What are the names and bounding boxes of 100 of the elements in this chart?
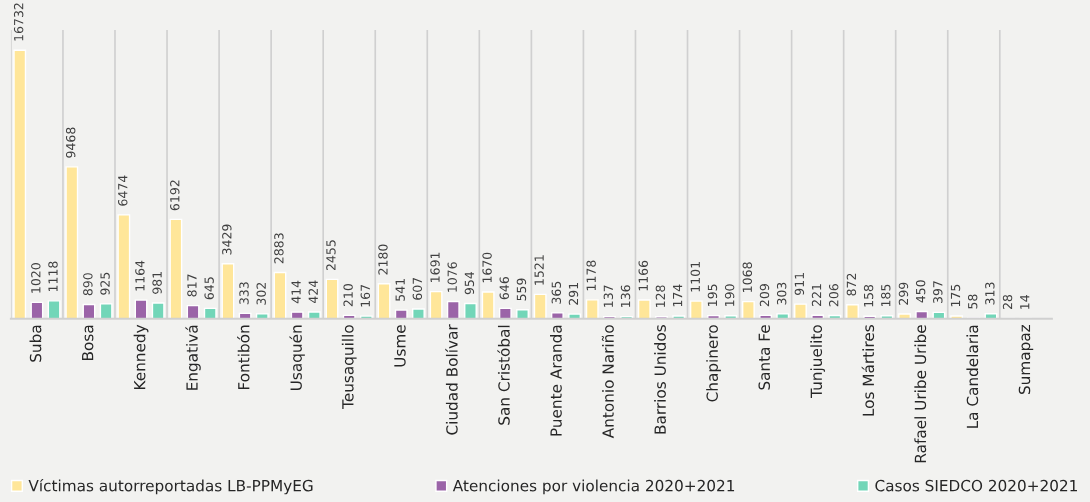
bar <box>273 271 287 319</box>
x-tick-label: Engativá <box>185 325 201 390</box>
bar <box>915 310 929 319</box>
data-label: 424 <box>308 280 318 304</box>
data-label: 185 <box>881 284 891 307</box>
bar <box>481 291 495 319</box>
data-label: 291 <box>568 283 579 305</box>
data-label: 365 <box>551 281 562 304</box>
data-label: 1101 <box>690 262 700 292</box>
x-tick-label: Teusaquillo <box>341 325 357 409</box>
x-tick-label: Antonio Nariño <box>601 325 614 439</box>
x-tick-label: Sumapaz <box>1018 324 1034 395</box>
x-tick-label: San Cristóbal <box>497 325 510 425</box>
data-label: 872 <box>846 273 857 296</box>
data-label: 206 <box>828 284 839 307</box>
bar <box>117 214 131 319</box>
data-label: 817 <box>187 274 197 297</box>
x-tick-label: Ciudad Bolívar <box>445 324 458 435</box>
bar <box>550 312 564 319</box>
data-label: 195 <box>707 284 718 306</box>
bar <box>221 263 235 319</box>
data-label: 1670 <box>482 252 492 283</box>
bar <box>412 308 425 319</box>
bar <box>169 218 183 319</box>
data-label: 16732 <box>13 3 24 41</box>
data-label: 607 <box>412 277 423 300</box>
bar <box>255 313 269 319</box>
bar <box>446 300 460 319</box>
bar <box>65 166 79 319</box>
data-label: 210 <box>343 284 353 307</box>
bar <box>741 300 755 319</box>
bar <box>672 315 686 319</box>
bar <box>325 278 339 319</box>
data-label: 313 <box>985 282 995 305</box>
data-label: 14 <box>1020 295 1030 309</box>
x-tick-label: Rafael Uribe Uribe <box>914 325 927 463</box>
data-label: 9468 <box>65 127 76 158</box>
data-label: 299 <box>898 282 909 305</box>
data-label: 925 <box>100 272 110 295</box>
data-label: 167 <box>360 284 371 307</box>
data-label: 2180 <box>378 244 388 275</box>
bar <box>377 283 391 319</box>
bar <box>689 300 703 319</box>
data-label: 333 <box>239 282 249 305</box>
x-tick-label: Los Mártires <box>861 325 875 416</box>
data-label: 28 <box>1002 294 1013 310</box>
x-tick-label: Usme <box>394 325 406 367</box>
data-label: 954 <box>464 271 475 295</box>
data-label: 1521 <box>534 255 544 285</box>
data-label: 174 <box>673 284 683 307</box>
data-label: 890 <box>83 273 93 296</box>
legend-label: Víctimas autorreportadas LB-PPMyEG <box>28 478 313 495</box>
data-label: 1164 <box>135 260 145 291</box>
data-label: 1020 <box>31 263 41 293</box>
data-label: 190 <box>724 284 735 307</box>
data-label: 911 <box>794 273 805 296</box>
x-tick-label: Puente Aranda <box>550 325 562 436</box>
x-tick-label: Bosa <box>82 325 94 360</box>
data-label: 221 <box>811 284 822 306</box>
data-label: 1166 <box>638 260 648 291</box>
data-label: 645 <box>204 277 214 300</box>
bar <box>429 290 443 319</box>
data-label: 981 <box>152 271 162 294</box>
data-label: 6474 <box>118 175 128 206</box>
bar <box>359 315 373 319</box>
bar <box>464 302 477 319</box>
bar <box>898 313 911 319</box>
data-label: 209 <box>759 284 770 307</box>
data-label: 3429 <box>222 224 232 255</box>
bar <box>846 304 859 319</box>
data-label: 302 <box>256 282 266 305</box>
bar <box>203 307 217 319</box>
data-label: 158 <box>863 284 874 307</box>
data-label: 137 <box>603 285 614 307</box>
data-label: 646 <box>499 277 509 300</box>
data-label: 2883 <box>274 233 284 264</box>
bar <box>47 300 61 319</box>
data-label: 1691 <box>430 252 440 282</box>
legend-label: Atenciones por violencia 2020+2021 <box>452 479 735 495</box>
data-label: 414 <box>291 280 301 304</box>
x-tick-label: La Candelaria <box>966 325 979 428</box>
data-label: 559 <box>516 278 527 301</box>
data-label: 58 <box>967 294 978 309</box>
bar <box>533 293 547 319</box>
data-label: 450 <box>915 280 926 303</box>
bar <box>498 307 512 319</box>
data-label: 303 <box>776 282 787 305</box>
x-tick-label: Tunjuelito <box>810 325 826 398</box>
legend-label: Casos SIEDCO 2020+2021 <box>875 479 1077 492</box>
x-tick-label: Fontibón <box>237 325 250 390</box>
bar <box>99 303 113 319</box>
data-label: 1076 <box>447 262 457 292</box>
bar <box>290 311 304 319</box>
bar <box>151 302 165 319</box>
x-tick-label: Barrios Unidos <box>654 325 666 434</box>
data-label: 136 <box>620 285 631 307</box>
bar <box>394 309 408 319</box>
bar <box>794 303 807 319</box>
bar <box>568 313 581 319</box>
data-label: 1178 <box>586 260 596 291</box>
